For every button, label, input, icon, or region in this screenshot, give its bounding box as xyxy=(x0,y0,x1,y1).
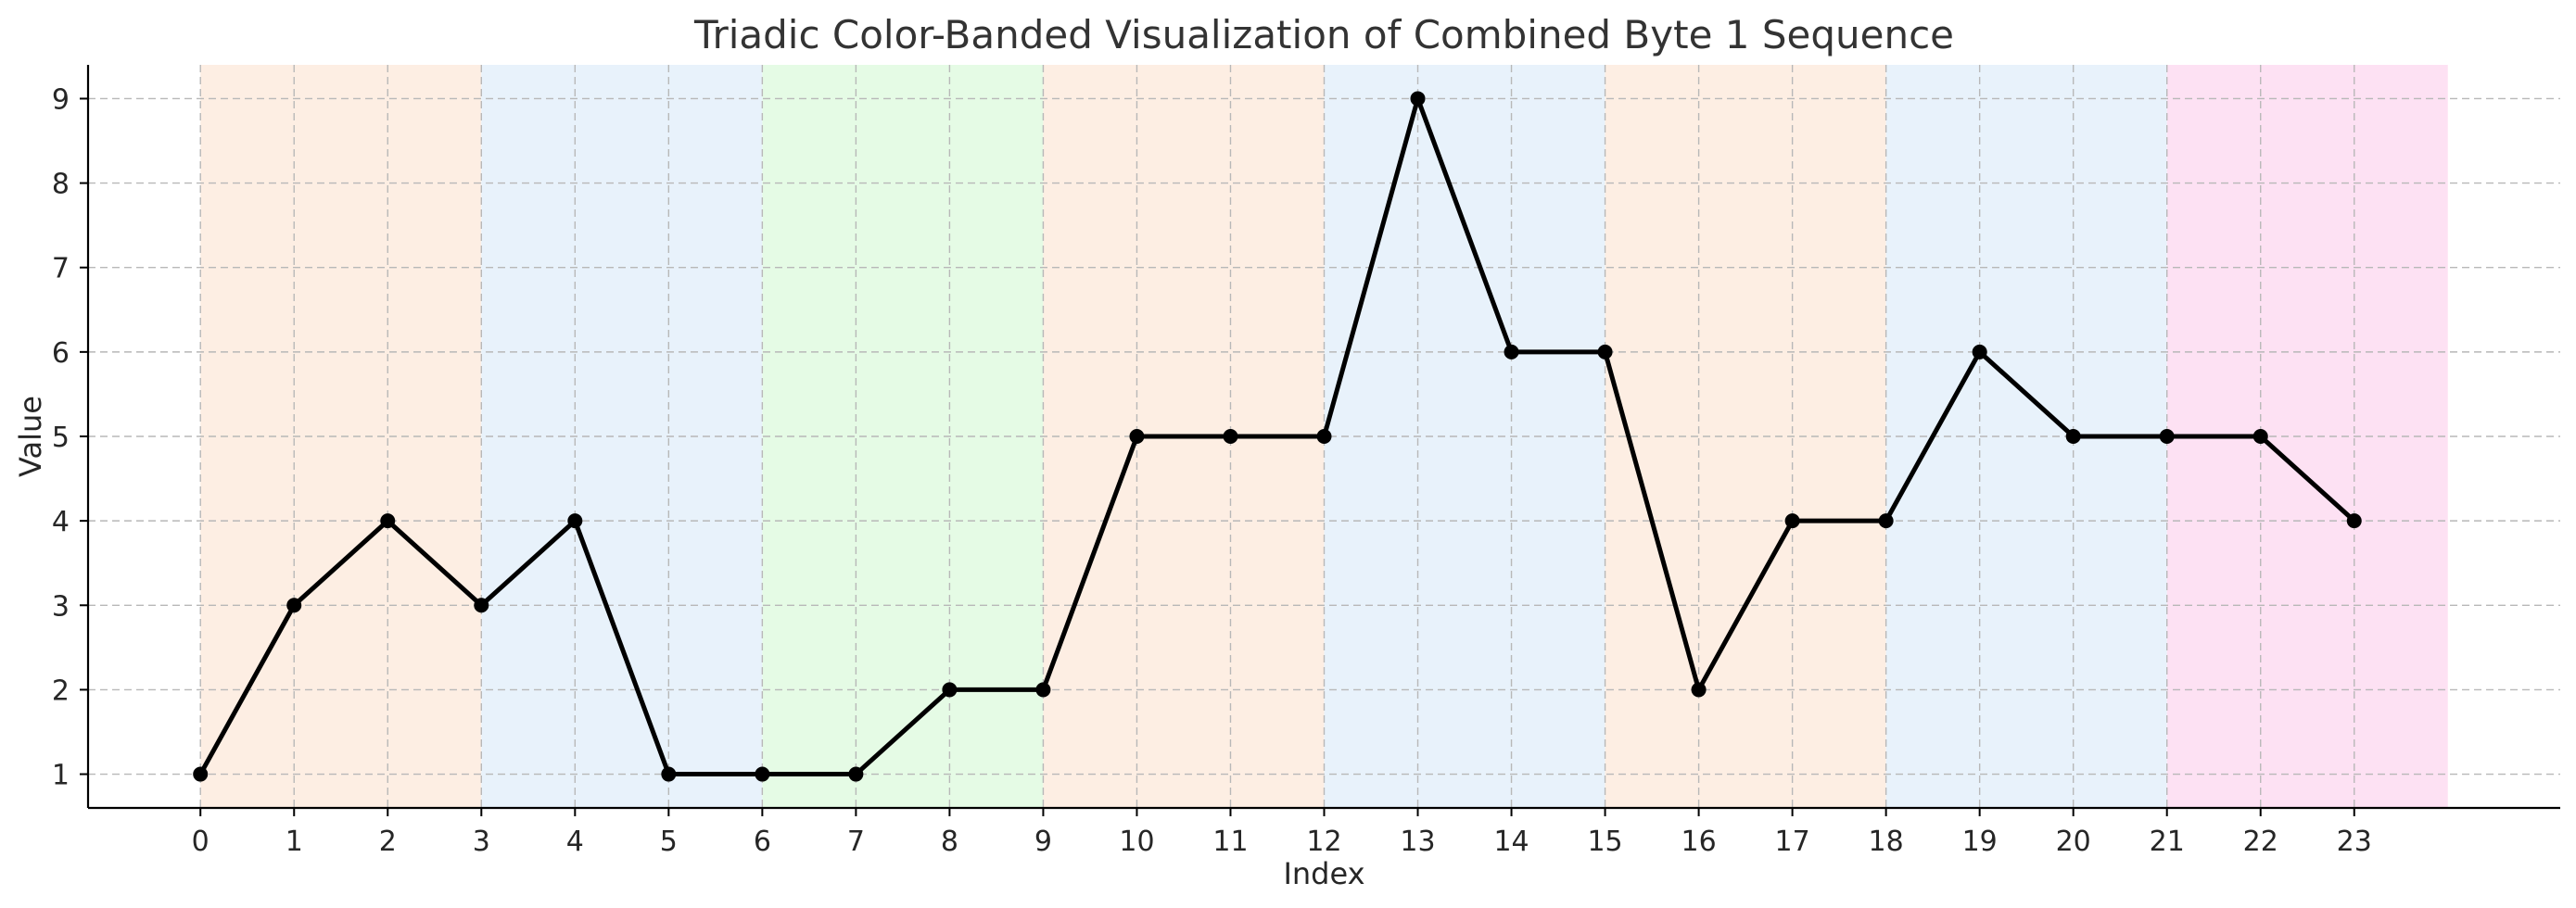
data-point-17 xyxy=(1784,513,1800,529)
data-point-11 xyxy=(1223,429,1238,444)
data-point-0 xyxy=(193,766,209,782)
data-point-16 xyxy=(1691,682,1707,698)
data-point-23 xyxy=(2346,513,2362,529)
x-tick-label-22: 22 xyxy=(2243,826,2278,858)
x-tick-label-0: 0 xyxy=(192,826,209,858)
data-point-1 xyxy=(286,598,302,613)
data-point-3 xyxy=(474,598,489,613)
chart-labels: Triadic Color-Banded Visualization of Co… xyxy=(13,12,1954,891)
series-line-0 xyxy=(198,95,2356,777)
x-tick-label-12: 12 xyxy=(1306,826,1341,858)
data-point-22 xyxy=(2252,429,2268,444)
x-tick-label-6: 6 xyxy=(754,826,771,858)
x-tick-label-11: 11 xyxy=(1212,826,1248,858)
x-tick-label-8: 8 xyxy=(941,826,958,858)
data-point-12 xyxy=(1316,429,1332,444)
data-point-15 xyxy=(1597,344,1613,359)
data-point-8 xyxy=(942,682,958,698)
x-tick-label-5: 5 xyxy=(660,826,678,858)
x-tick-label-10: 10 xyxy=(1119,826,1154,858)
x-tick-label-7: 7 xyxy=(847,826,865,858)
data-point-5 xyxy=(661,766,677,782)
x-tick-label-9: 9 xyxy=(1034,826,1052,858)
y-tick-label-4: 5 xyxy=(52,422,70,454)
data-point-14 xyxy=(1504,344,1519,359)
data-point-19 xyxy=(1972,344,1987,359)
x-tick-label-21: 21 xyxy=(2150,826,2185,858)
x-tick-label-17: 17 xyxy=(1775,826,1810,858)
data-point-9 xyxy=(1035,682,1051,698)
axes: 0 1 2 3 4 5 6 7 8 9 10 11 12 13 14 15 16 17 18 19 20 21 22 2312… xyxy=(52,65,2560,858)
y-tick-label-1: 2 xyxy=(52,675,70,707)
x-tick-label-2: 2 xyxy=(379,826,397,858)
data-series xyxy=(193,91,2362,782)
x-tick-label-23: 23 xyxy=(2337,826,2372,858)
data-point-2 xyxy=(380,513,396,529)
data-point-7 xyxy=(848,766,864,782)
x-tick-label-16: 16 xyxy=(1681,826,1716,858)
x-tick-label-1: 1 xyxy=(286,826,303,858)
data-point-10 xyxy=(1129,429,1145,444)
y-axis-label: Value xyxy=(13,396,48,477)
y-tick-label-6: 7 xyxy=(52,253,70,285)
y-tick-label-7: 8 xyxy=(52,169,70,201)
x-tick-label-4: 4 xyxy=(566,826,584,858)
x-tick-label-14: 14 xyxy=(1493,826,1529,858)
data-point-6 xyxy=(755,766,770,782)
x-tick-label-15: 15 xyxy=(1587,826,1622,858)
data-point-20 xyxy=(2065,429,2081,444)
y-tick-label-8: 9 xyxy=(52,83,70,116)
y-tick-label-3: 4 xyxy=(52,506,70,538)
y-tick-label-5: 6 xyxy=(52,337,70,370)
data-point-21 xyxy=(2159,429,2175,444)
x-tick-label-19: 19 xyxy=(1962,826,1998,858)
x-tick-label-13: 13 xyxy=(1400,826,1435,858)
x-tick-label-18: 18 xyxy=(1869,826,1904,858)
x-tick-label-3: 3 xyxy=(473,826,490,858)
y-tick-label-2: 3 xyxy=(52,590,70,623)
data-point-4 xyxy=(567,513,583,529)
x-axis-label: Index xyxy=(1283,856,1364,891)
data-point-13 xyxy=(1410,91,1426,107)
y-tick-label-0: 1 xyxy=(52,760,70,792)
chart-title: Triadic Color-Banded Visualization of Co… xyxy=(693,12,1954,57)
data-point-18 xyxy=(1878,513,1894,529)
x-tick-label-20: 20 xyxy=(2056,826,2091,858)
